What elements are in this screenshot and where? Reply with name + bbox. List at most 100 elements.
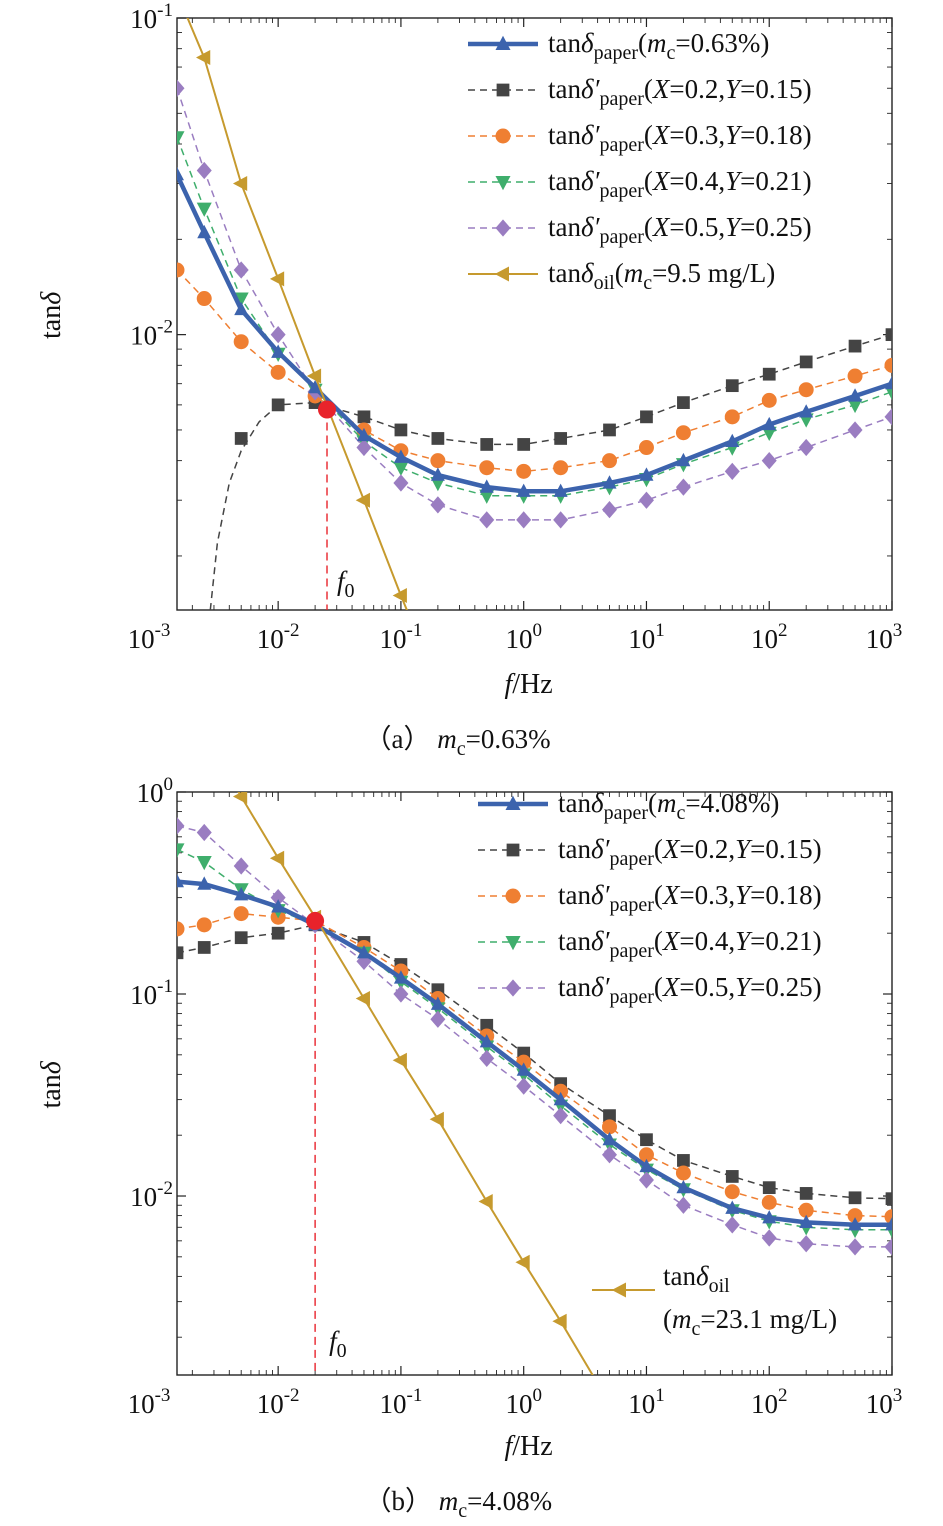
data-point — [393, 970, 408, 984]
data-point — [177, 817, 185, 835]
y-ticks — [177, 791, 892, 1338]
data-point — [355, 492, 370, 508]
data-point — [271, 899, 286, 913]
data-point — [602, 1146, 618, 1164]
data-point — [515, 1254, 530, 1270]
legend-item: tanδ′paper(X=0.5,Y=0.25) — [468, 212, 812, 248]
legend-swatch-marker — [494, 266, 509, 282]
x-tick-label: 102 — [751, 620, 788, 654]
series-xy02 — [177, 918, 892, 1206]
x-tick-label: 10-2 — [257, 620, 300, 654]
legend-item: tanδpaper(mc=4.08%) — [478, 788, 779, 824]
x-tick-label: 103 — [866, 620, 903, 654]
data-point — [601, 1396, 615, 1411]
data-point — [885, 328, 892, 342]
y-tick-label: 10-2 — [130, 317, 173, 351]
data-point — [761, 426, 777, 441]
data-point — [553, 483, 568, 497]
legend-swatch-marker — [495, 35, 511, 50]
data-point — [798, 1235, 814, 1253]
data-point — [271, 344, 286, 358]
data-point — [233, 261, 249, 279]
data-point — [847, 1238, 863, 1256]
data-point — [184, 704, 198, 719]
data-point — [197, 941, 211, 954]
data-point — [762, 367, 776, 381]
data-point — [393, 474, 409, 492]
legend-label: tanδ′paper(X=0.5,Y=0.25) — [548, 212, 812, 248]
data-point — [306, 368, 322, 384]
data-point — [232, 792, 248, 804]
data-point — [516, 511, 532, 529]
data-point — [884, 357, 892, 373]
data-point — [638, 491, 654, 509]
legend: tanδpaper(mc=0.63%) tanδ′paper(X=0.2,Y=0.… — [468, 28, 812, 294]
x-tick-label: 10-2 — [257, 1385, 300, 1419]
legend: tanδpaper(mc=4.08%) tanδ′paper(X=0.2,Y=0.… — [478, 788, 822, 1008]
data-point — [553, 460, 569, 476]
data-point — [357, 410, 371, 424]
data-point — [516, 463, 532, 479]
legend-item: tanδ′paper(X=0.4,Y=0.21) — [478, 926, 822, 962]
data-point — [196, 161, 212, 180]
data-point — [177, 921, 185, 937]
data-point — [271, 926, 285, 940]
panel-b: 10-3 10-2 10-1 100 101 102 103 10-2 10-1 100 f/Hz t… — [36, 704, 902, 1522]
data-point — [640, 1133, 653, 1147]
panel-caption: （a） mc=0.63% — [365, 724, 551, 760]
data-point — [847, 421, 863, 439]
data-point — [234, 887, 249, 901]
data-point — [640, 410, 653, 424]
series-line — [177, 924, 892, 1200]
data-point — [884, 408, 892, 426]
data-point — [177, 262, 185, 278]
data-point — [271, 398, 285, 412]
data-point — [676, 1179, 691, 1194]
data-point — [724, 409, 740, 425]
data-point — [393, 985, 409, 1003]
y-axis-label: tanδ — [36, 1060, 67, 1108]
legend-label: tanδ′paper(X=0.4,Y=0.21) — [548, 166, 812, 202]
data-point — [638, 1147, 654, 1163]
data-point — [799, 355, 813, 369]
data-point — [356, 427, 371, 442]
data-point — [762, 416, 777, 431]
data-point — [269, 271, 285, 287]
oil-annotation-marker — [611, 1282, 626, 1298]
legend-item: tanδ′paper(X=0.3,Y=0.18) — [478, 880, 822, 916]
legend-item: tanδpaper(mc=0.63%) — [468, 28, 769, 64]
f0-label: f0 — [337, 566, 355, 602]
data-point — [270, 888, 286, 907]
legend-item: tanδ′paper(X=0.4,Y=0.21) — [468, 166, 812, 202]
legend-label: tanδ′paper(X=0.3,Y=0.18) — [548, 120, 812, 156]
data-point — [356, 438, 372, 457]
data-point — [479, 1049, 495, 1068]
data-point — [761, 1229, 777, 1247]
data-point — [429, 1111, 444, 1127]
data-point — [602, 1132, 617, 1146]
data-point — [308, 379, 323, 394]
legend-item: tanδoil(mc=9.5 mg/L) — [468, 258, 775, 294]
data-point — [430, 467, 445, 481]
f0-crossing-point — [306, 911, 325, 930]
x-tick-label: 102 — [751, 1385, 788, 1419]
data-point — [233, 857, 249, 875]
series-line — [186, 18, 408, 610]
x-ticks — [191, 792, 893, 1375]
data-point — [675, 425, 691, 441]
legend-label: tanδoil(mc=9.5 mg/L) — [548, 258, 775, 294]
f0-label: f0 — [329, 1326, 347, 1362]
data-point — [799, 404, 814, 418]
data-point — [884, 1238, 892, 1256]
data-point — [177, 166, 184, 181]
data-point — [196, 291, 212, 307]
legend-item: tanδ′paper(X=0.2,Y=0.15) — [468, 74, 812, 110]
x-tick-label: 100 — [505, 620, 542, 654]
data-point — [639, 1158, 654, 1173]
data-point — [177, 946, 184, 960]
data-point — [677, 1154, 690, 1167]
legend-label: tanδ′paper(X=0.5,Y=0.25) — [558, 972, 822, 1008]
data-point — [479, 1034, 494, 1048]
data-point — [479, 489, 495, 504]
series-paper — [177, 873, 892, 1231]
